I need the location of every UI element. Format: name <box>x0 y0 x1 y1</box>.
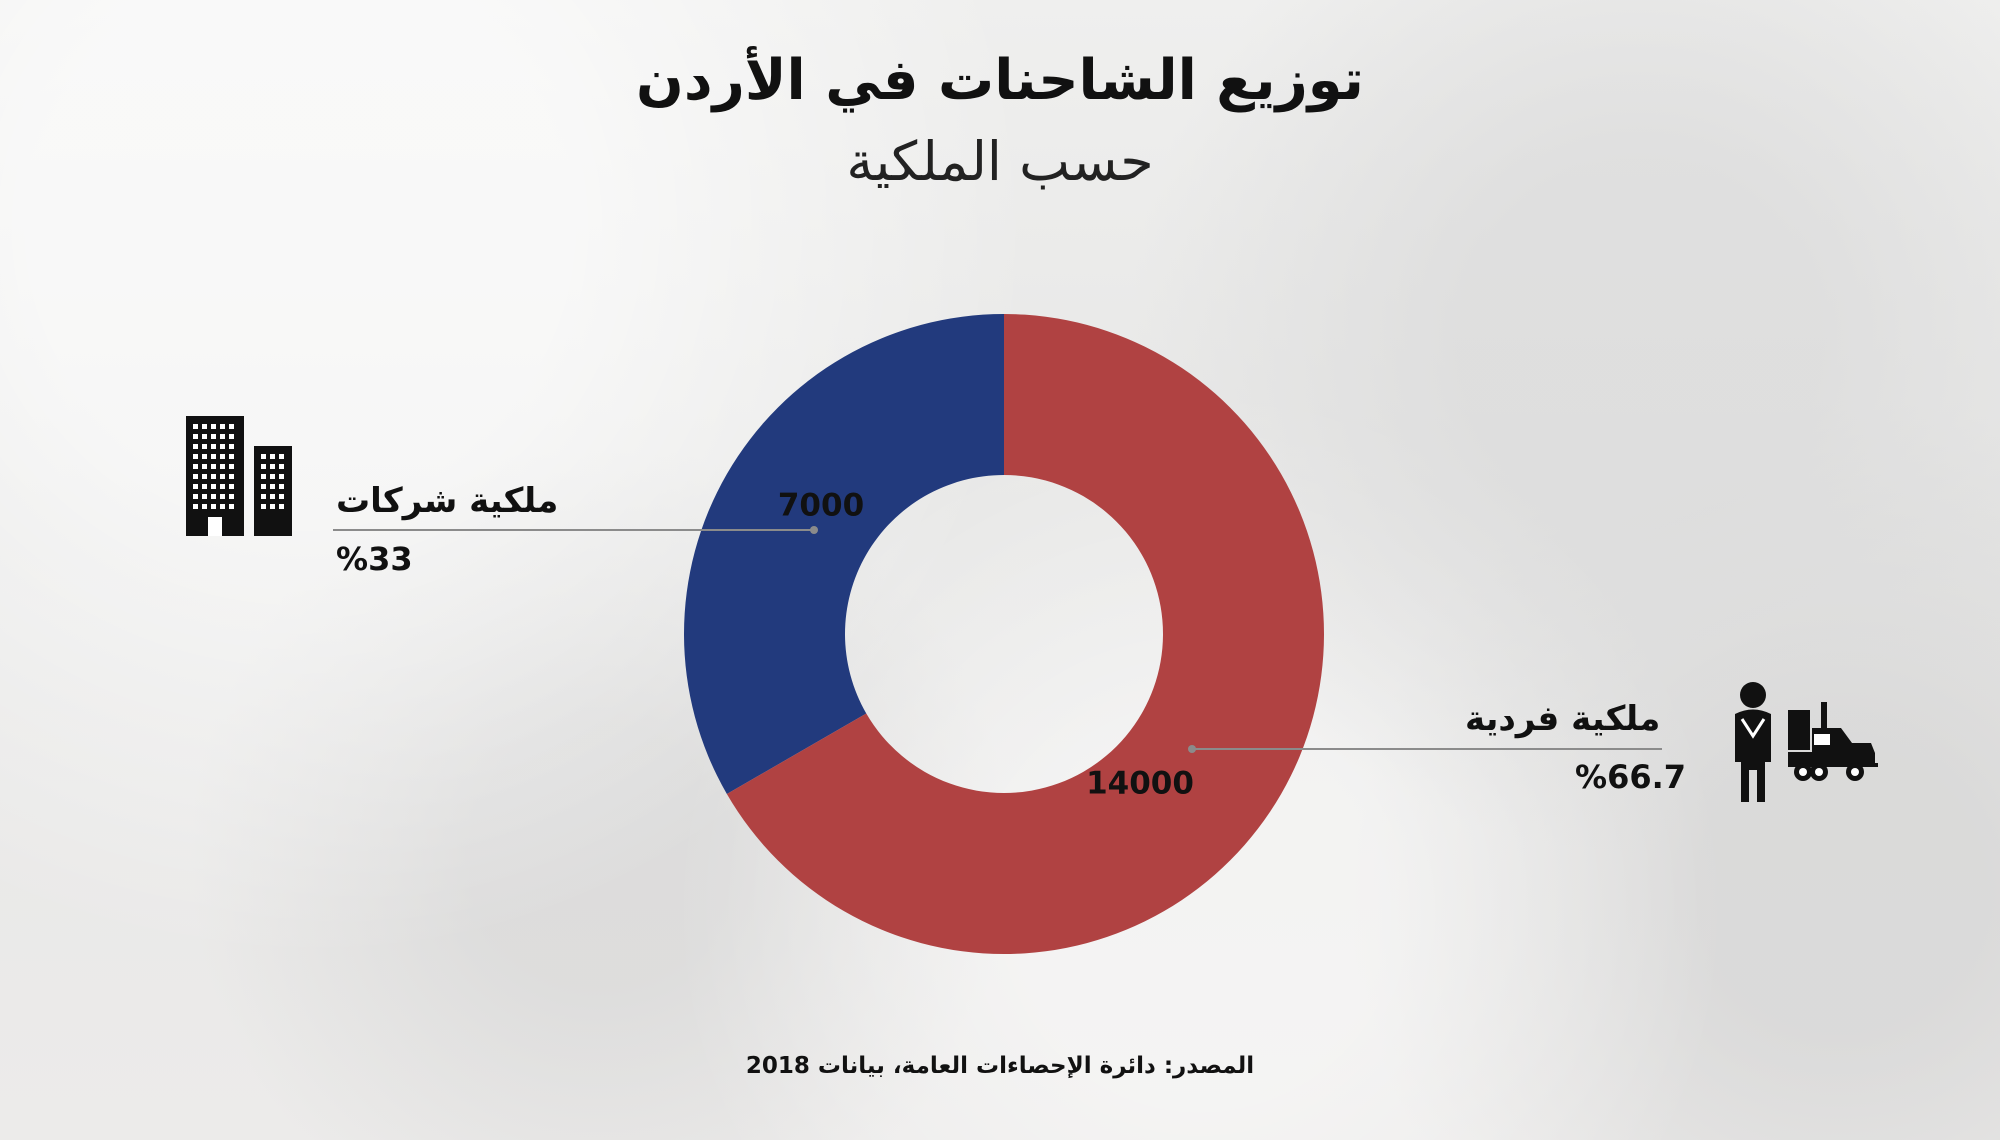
legend-label-company: ملكية شركات <box>336 481 559 521</box>
slice-company <box>684 314 1004 794</box>
data-label-individual: 14000 <box>1086 766 1194 802</box>
slice-individual <box>726 314 1324 954</box>
leader-dot-company <box>810 526 818 534</box>
page-subtitle: حسب الملكية <box>846 130 1154 193</box>
data-label-company: 7000 <box>778 488 864 524</box>
driver-truck-icon <box>1735 682 1878 802</box>
page-title: توزيع الشاحنات في الأردن <box>636 48 1364 113</box>
legend-percent-company: %33 <box>336 540 413 578</box>
building-icon <box>186 416 292 536</box>
legend-percent-individual: %66.7 <box>1575 758 1687 796</box>
leader-dot-individual <box>1188 745 1196 753</box>
legend-label-individual: ملكية فردية <box>1465 699 1661 739</box>
source-note: المصدر: دائرة الإحصاءات العامة، بيانات 2… <box>745 1053 1255 1079</box>
